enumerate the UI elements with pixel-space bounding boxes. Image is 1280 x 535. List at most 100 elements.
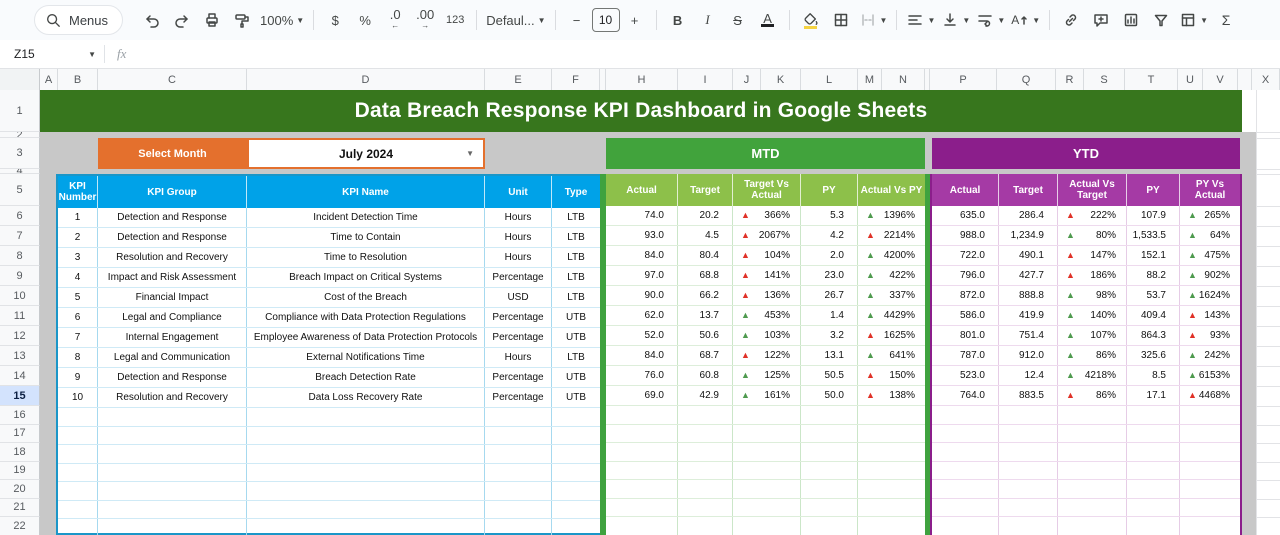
cell[interactable]: LTB (567, 292, 585, 303)
cell[interactable]: External Notifications Time (247, 348, 485, 367)
cell[interactable] (1058, 517, 1127, 535)
row-header[interactable]: 6 (0, 206, 40, 226)
cell[interactable]: Resolution and Recovery (98, 388, 247, 407)
undo-button[interactable] (140, 7, 164, 33)
column-header[interactable]: U (1178, 69, 1203, 91)
table-header-cell[interactable]: PY (1127, 174, 1180, 206)
cell[interactable]: LTB (567, 252, 585, 263)
cell[interactable]: ▲ 4218% (1058, 366, 1127, 385)
cell[interactable]: 751.4 (999, 326, 1058, 345)
spreadsheet-canvas[interactable]: Data Breach Response KPI Dashboard in Go… (40, 90, 1280, 535)
cell[interactable] (485, 426, 552, 444)
currency-format-button[interactable]: $ (331, 12, 339, 28)
cell[interactable] (98, 500, 247, 518)
cell[interactable]: Financial Impact (98, 288, 247, 307)
table-header-cell[interactable]: KPI Number (58, 176, 98, 208)
cell[interactable] (485, 519, 552, 535)
cell[interactable]: 7 (58, 328, 98, 347)
cell[interactable] (606, 443, 678, 461)
cell[interactable]: 801.0 (932, 326, 999, 345)
cell[interactable]: Cost of the Breach (247, 288, 485, 307)
cell[interactable] (858, 462, 925, 480)
cell[interactable]: 5.3 (801, 206, 858, 225)
cell[interactable] (733, 461, 801, 479)
cell[interactable]: Data Loss Recovery Rate (247, 388, 485, 407)
cell[interactable]: 4.5 (678, 226, 733, 245)
row-header[interactable]: 3 (0, 138, 40, 169)
cell[interactable] (999, 443, 1058, 461)
column-header[interactable]: X (1252, 69, 1280, 91)
cell[interactable]: 42.9 (678, 386, 733, 405)
cell[interactable] (999, 498, 1058, 516)
cell[interactable] (98, 519, 247, 535)
cell[interactable] (58, 482, 98, 500)
cell[interactable]: 4 (58, 268, 98, 287)
cell[interactable]: 427.7 (999, 266, 1058, 285)
cell[interactable]: 76.0 (606, 366, 678, 385)
cell[interactable] (58, 463, 98, 481)
cell[interactable] (58, 426, 98, 444)
increase-decimal-button[interactable]: .00 → (413, 7, 437, 33)
cell[interactable] (247, 500, 485, 518)
cell[interactable] (552, 427, 600, 445)
cell[interactable]: Detection and Response (98, 208, 247, 227)
cell[interactable]: 722.0 (932, 246, 999, 265)
cell[interactable] (485, 482, 552, 500)
cell[interactable]: 50.5 (801, 366, 858, 385)
cell[interactable]: 23.0 (801, 266, 858, 285)
cell[interactable] (485, 500, 552, 518)
cell[interactable] (678, 480, 733, 498)
cell[interactable] (733, 517, 801, 535)
percent-format-button[interactable]: % (359, 12, 371, 28)
cell[interactable]: 88.2 (1127, 266, 1180, 285)
row-header[interactable]: 22 (0, 517, 40, 535)
cell[interactable]: Hours (485, 208, 552, 227)
column-header[interactable]: E (485, 69, 552, 91)
cell[interactable] (1127, 424, 1180, 442)
row-header[interactable]: 12 (0, 326, 40, 346)
table-header-cell[interactable]: Target (678, 174, 733, 206)
cell[interactable]: 1 (58, 208, 98, 227)
cell[interactable] (999, 406, 1058, 424)
cell[interactable] (1127, 517, 1180, 535)
cell[interactable] (606, 480, 678, 498)
cell[interactable] (98, 426, 247, 444)
cell[interactable] (801, 461, 858, 479)
column-header[interactable]: K (761, 69, 801, 91)
row-header[interactable]: 8 (0, 246, 40, 266)
column-header[interactable]: S (1084, 69, 1125, 91)
table-header-cell[interactable]: Actual (606, 174, 678, 206)
cell[interactable] (247, 463, 485, 481)
strikethrough-button[interactable]: S (733, 12, 742, 28)
cell[interactable]: 635.0 (932, 206, 999, 225)
cell[interactable]: 419.9 (999, 306, 1058, 325)
cell[interactable] (932, 517, 999, 535)
column-header[interactable]: B (58, 69, 98, 91)
column-header[interactable]: V (1203, 69, 1238, 91)
cell[interactable] (678, 443, 733, 461)
row-header[interactable]: 20 (0, 480, 40, 499)
cell[interactable] (247, 408, 485, 426)
column-header[interactable]: P (930, 69, 997, 91)
table-header-cell[interactable]: Actual Vs Target (1058, 174, 1127, 206)
cell[interactable]: 4.2 (801, 226, 858, 245)
cell[interactable]: ▲ 242% (1180, 346, 1240, 365)
cell[interactable]: 13.1 (801, 346, 858, 365)
cell[interactable]: 17.1 (1127, 386, 1180, 405)
cell[interactable]: Legal and Communication (98, 348, 247, 367)
cell[interactable]: ▲ 6153% (1180, 366, 1240, 385)
cell[interactable]: 50.6 (678, 326, 733, 345)
cell[interactable]: Time to Resolution (247, 248, 485, 267)
cell[interactable]: ▲ 125% (733, 366, 801, 385)
row-header[interactable]: 18 (0, 443, 40, 462)
cell[interactable]: LTB (567, 272, 585, 283)
cell[interactable] (1127, 498, 1180, 516)
cell[interactable]: 50.0 (801, 386, 858, 405)
cell[interactable]: 107.9 (1127, 206, 1180, 225)
cell[interactable]: 796.0 (932, 266, 999, 285)
paint-format-button[interactable] (230, 7, 254, 33)
cell[interactable] (1180, 480, 1240, 498)
cell[interactable]: 586.0 (932, 306, 999, 325)
cell[interactable]: 84.0 (606, 246, 678, 265)
row-header[interactable]: 15 (0, 386, 40, 406)
